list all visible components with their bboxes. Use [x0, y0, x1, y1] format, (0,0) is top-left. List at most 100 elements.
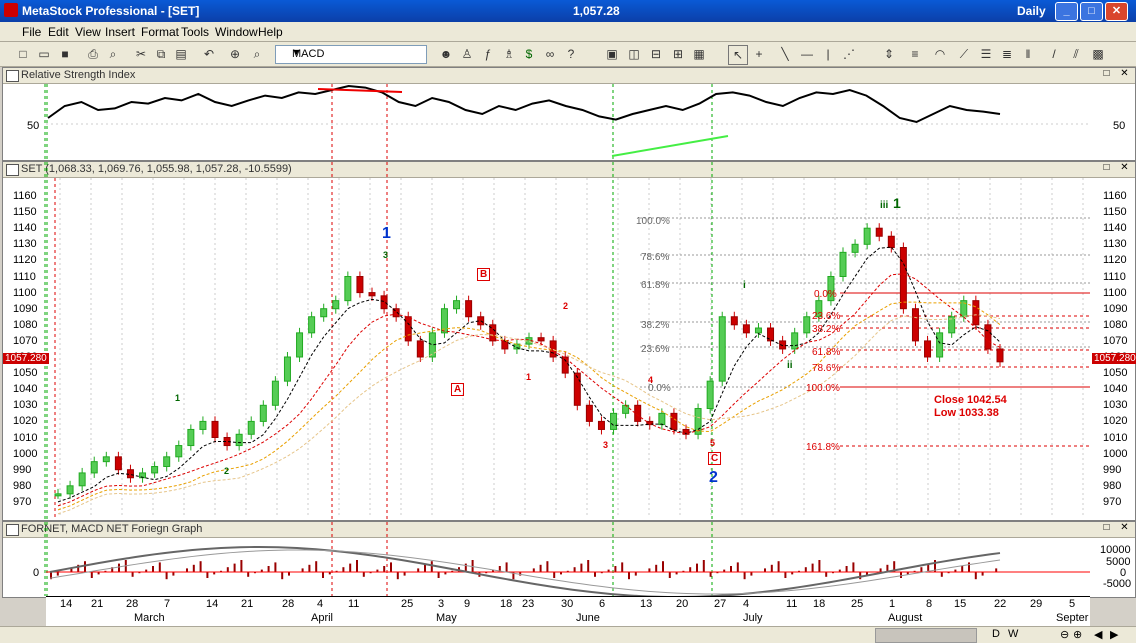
pane-restore-icon[interactable]: □	[1103, 68, 1110, 79]
macd-bar	[709, 572, 712, 577]
save-icon[interactable]: ■	[61, 47, 69, 61]
horizontal-scrollbar[interactable]	[875, 628, 977, 643]
date-day-label: 25	[401, 598, 414, 610]
pane-restore-icon[interactable]: □	[1103, 162, 1110, 173]
print-preview-icon[interactable]: ⌕	[109, 47, 117, 61]
date-month-label: May	[436, 612, 457, 624]
cycle-icon[interactable]: ‖	[1025, 47, 1031, 61]
macd-bar	[356, 560, 358, 572]
menu-view[interactable]: View	[75, 25, 101, 39]
candle-body	[296, 332, 304, 358]
menu-tools[interactable]: Tools	[181, 25, 210, 39]
status-item-weekly[interactable]: W	[1008, 628, 1019, 640]
pane-close-icon[interactable]: ✕	[1120, 68, 1129, 79]
maximize-button[interactable]: □	[1080, 2, 1103, 21]
status-item-daily[interactable]: D	[992, 628, 1000, 640]
undo-icon[interactable]: ↶	[203, 47, 215, 61]
macd-pane[interactable]: FORNET, MACD NET Foriegn Graph □ ✕ 0 100…	[2, 521, 1136, 598]
candle-body	[754, 327, 762, 334]
price-y-label: 1150	[1103, 206, 1127, 219]
candle-body	[259, 404, 267, 422]
macd-bar	[852, 562, 855, 572]
close-button[interactable]: ✕	[1105, 2, 1128, 21]
macd-bar	[430, 561, 433, 572]
date-month-label: March	[134, 612, 165, 624]
menu-file[interactable]: File	[22, 25, 42, 39]
scroll-icon[interactable]: ⇕	[883, 47, 895, 61]
macd-bar	[322, 572, 324, 578]
menu-format[interactable]: Format	[141, 25, 180, 39]
price-y-label: 990	[1103, 463, 1122, 476]
indicator-select[interactable]: MACD ▼	[275, 45, 427, 64]
candle-body	[187, 428, 195, 447]
price-y-label: 980	[13, 479, 32, 492]
cycle-lines-icon[interactable]: ⋰	[843, 47, 855, 61]
cut-icon[interactable]: ✂	[135, 47, 147, 61]
gann-grid-icon[interactable]: ▩	[1092, 47, 1104, 61]
tile-vertical-icon[interactable]: ◫	[628, 47, 640, 61]
paste-icon[interactable]: ▤	[175, 47, 187, 61]
new-file-icon[interactable]: □	[19, 47, 27, 61]
explorer-icon[interactable]: ♗	[503, 47, 515, 61]
arc-icon[interactable]: ◠	[934, 47, 946, 61]
tile-horizontal-icon[interactable]: ⊟	[650, 47, 662, 61]
macd-bar	[594, 572, 596, 577]
crosshair-tool-icon[interactable]: +	[755, 47, 763, 61]
candle-body	[730, 316, 738, 326]
price-pane[interactable]: SET (1,068.33, 1,069.76, 1,055.98, 1,057…	[2, 161, 1136, 521]
rsi-pane[interactable]: Relative Strength Index □ ✕ 50 50	[2, 67, 1136, 161]
pane-close-icon[interactable]: ✕	[1120, 522, 1129, 533]
wave-label: iii	[880, 200, 889, 211]
tile-grid-icon[interactable]: ⊞	[672, 47, 684, 61]
menu-help[interactable]: Help	[258, 25, 283, 39]
macd-bar	[927, 563, 930, 572]
channel-icon[interactable]: ⫽	[1073, 47, 1079, 61]
open-folder-icon[interactable]: ▭	[38, 47, 50, 61]
formula-icon[interactable]: ƒ	[484, 47, 492, 61]
pane-icon	[6, 164, 19, 176]
zoom-in-icon[interactable]: ⊕	[1073, 629, 1083, 641]
vertical-line-icon[interactable]: |	[826, 47, 830, 61]
macd-bar	[784, 572, 787, 578]
retracement-icon[interactable]: ☰	[980, 47, 992, 61]
scroll-right-icon[interactable]: ▶	[1110, 629, 1119, 641]
copy-icon[interactable]: ⧉	[156, 47, 166, 61]
price-y-label: 970	[13, 495, 32, 508]
speed-lines-icon[interactable]: ≣	[1001, 47, 1013, 61]
horizontal-line-icon[interactable]: —	[801, 47, 813, 61]
window-title: MetaStock Professional - [SET]	[22, 4, 200, 18]
expert-icon[interactable]: ☻	[439, 47, 453, 61]
menu-window[interactable]: Window	[215, 25, 258, 39]
menu-edit[interactable]: Edit	[48, 25, 69, 39]
fan-icon[interactable]: ⟋	[959, 47, 969, 61]
price-y-label: 970	[1103, 495, 1122, 508]
scroll-left-icon[interactable]: ◀	[1094, 629, 1103, 641]
macd-bar	[553, 572, 556, 578]
fibonacci-icon[interactable]: ≡	[911, 47, 919, 61]
pane-close-icon[interactable]: ✕	[1120, 162, 1129, 173]
line-icon[interactable]: /	[1052, 47, 1056, 61]
price-y-label: 1130	[13, 238, 37, 251]
zoom-out-icon[interactable]: ⊖	[1060, 629, 1070, 641]
print-icon[interactable]: ⎙	[88, 47, 98, 61]
candle-body	[815, 300, 823, 318]
candle-body	[320, 308, 328, 318]
dollar-icon[interactable]: $	[525, 47, 533, 61]
trendline-icon[interactable]: ╲	[781, 47, 789, 61]
binoculars-icon[interactable]: ∞	[545, 47, 555, 61]
help-cursor-icon[interactable]: ?	[567, 47, 575, 61]
screen-icon[interactable]: ▦	[693, 47, 705, 61]
window-layout-icon[interactable]: ▣	[606, 47, 618, 61]
status-bar: D W ⊖ ⊕ ◀ ▶	[0, 626, 1136, 643]
menu-insert[interactable]: Insert	[105, 25, 136, 39]
candle-body	[718, 316, 726, 382]
macd-bar	[301, 568, 304, 572]
crosshair-icon[interactable]: ⊕	[229, 47, 241, 61]
date-month-label: Septer	[1056, 612, 1089, 624]
candle-body	[622, 404, 630, 414]
pane-restore-icon[interactable]: □	[1103, 522, 1110, 533]
advisor-icon[interactable]: ♙	[461, 47, 473, 61]
pointer-icon[interactable]: ↖	[728, 45, 748, 65]
minimize-button[interactable]: _	[1055, 2, 1078, 21]
zoom-icon[interactable]: ⌕	[253, 47, 261, 61]
